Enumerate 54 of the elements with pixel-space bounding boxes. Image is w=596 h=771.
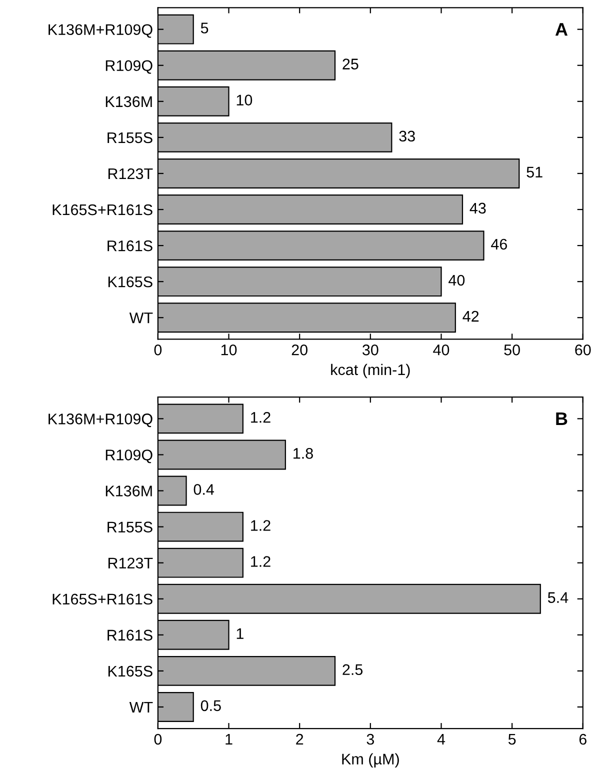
- y-tick-label: R123T: [108, 558, 153, 569]
- x-tick-label: 30: [362, 344, 378, 356]
- data-label: 0.4: [194, 484, 214, 495]
- x-tick-label: 3: [366, 734, 374, 745]
- data-label: 10: [236, 94, 252, 106]
- y-tick-label: R161S: [108, 240, 152, 252]
- x-tick-label: 0: [154, 734, 162, 745]
- x-axis-title: Km (µM): [342, 753, 399, 768]
- annotation: B: [556, 412, 568, 425]
- x-tick-label: 2: [296, 734, 304, 745]
- data-label: 1.2: [251, 412, 270, 423]
- x-tick-label: 50: [504, 344, 520, 356]
- y-tick-label: R109Q: [106, 60, 152, 74]
- x-tick-label: 1: [226, 734, 232, 745]
- data-label: 2.5: [342, 664, 363, 676]
- data-label: 43: [470, 202, 486, 214]
- data-label: 0.5: [200, 700, 221, 712]
- x-tick-label: 10: [221, 344, 237, 356]
- x-tick-label: 4: [437, 734, 446, 745]
- data-label: 51: [526, 166, 542, 178]
- y-tick-label: K136M: [106, 486, 152, 496]
- data-label: 1: [236, 628, 244, 639]
- y-tick-label: WT: [129, 702, 153, 713]
- data-label: 1.8: [294, 448, 313, 459]
- x-tick-label: 6: [579, 734, 586, 745]
- y-tick-label: R155S: [108, 132, 152, 144]
- y-tick-label: R109Q: [106, 450, 152, 464]
- data-label: 46: [491, 238, 507, 250]
- data-label: 40: [448, 274, 465, 286]
- y-tick-label: K165S: [108, 666, 152, 677]
- y-tick-label: WT: [129, 312, 153, 324]
- data-label: 25: [342, 58, 358, 70]
- y-tick-label: R123T: [108, 168, 153, 180]
- data-label: 1.2: [251, 556, 270, 567]
- data-label: 5: [200, 22, 208, 34]
- x-tick-label: 0: [154, 344, 162, 356]
- x-tick-label: 20: [292, 344, 308, 356]
- y-tick-label: K165S+R161S: [52, 204, 152, 216]
- x-tick-label: 40: [433, 344, 450, 356]
- y-tick-label: K136M: [106, 96, 152, 108]
- y-tick-label: R161S: [108, 630, 152, 641]
- y-tick-label: K165S+R161S: [52, 594, 152, 605]
- data-label: 42: [462, 310, 479, 322]
- x-tick-label: 5: [508, 734, 516, 745]
- y-tick-label: K136M+R109Q: [48, 24, 152, 38]
- x-tick-label: 60: [575, 344, 591, 356]
- y-tick-label: K165S: [108, 276, 152, 288]
- annotation: A: [555, 23, 568, 36]
- data-label: 5.4: [548, 592, 568, 603]
- x-axis-title: kcat (min-1): [331, 364, 410, 378]
- y-tick-label: R155S: [108, 522, 152, 532]
- y-tick-label: K136M+R109Q: [48, 414, 152, 428]
- data-label: 33: [399, 130, 415, 142]
- data-label: 1.2: [251, 520, 270, 531]
